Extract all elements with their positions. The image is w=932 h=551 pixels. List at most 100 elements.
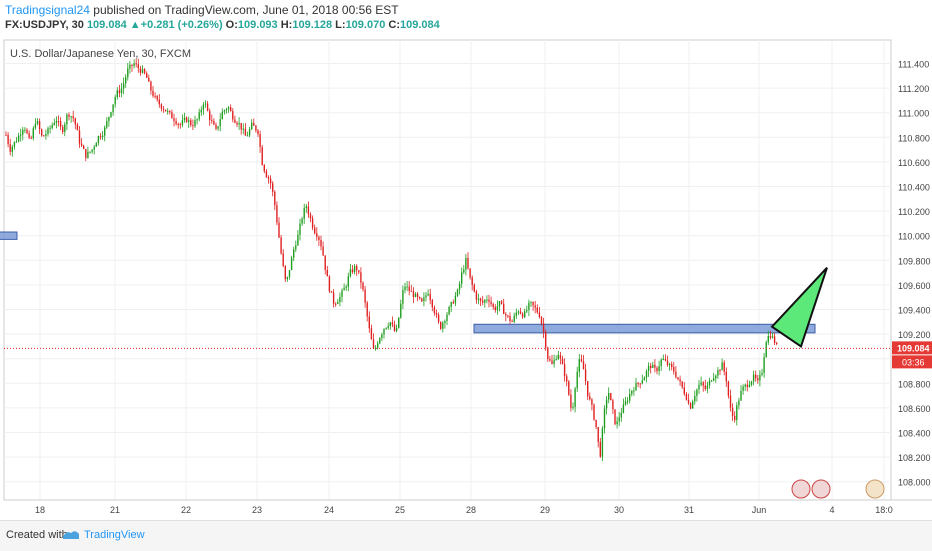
countdown-label: 03:36: [902, 357, 925, 367]
x-tick-label: 23: [252, 505, 262, 515]
candle-body: [444, 320, 446, 323]
candle-body: [435, 313, 438, 315]
candle-body: [34, 123, 37, 129]
tradingview-brand-link[interactable]: TradingView: [84, 529, 145, 541]
candle-body: [561, 358, 564, 365]
x-tick-label: 4: [829, 505, 834, 515]
us-flag-event-icon[interactable]: [791, 479, 811, 499]
candle-body: [97, 136, 100, 144]
candle-body: [593, 404, 595, 420]
candle-body: [299, 223, 301, 235]
price-chart[interactable]: U.S. Dollar/Japanese Yen, 30, FXCM 111.4…: [0, 36, 932, 520]
plot-area[interactable]: [3, 39, 892, 501]
candle-body: [349, 269, 352, 277]
candle-body: [626, 400, 629, 402]
candle-body: [542, 323, 545, 333]
candle-body: [654, 364, 656, 368]
candle-body: [496, 306, 499, 311]
candle-body: [734, 416, 736, 420]
current-price-label: 109.084: [897, 343, 930, 353]
candle-body: [341, 290, 343, 297]
ohlc-line: FX:USDJPY, 30 109.084 ▲+0.281 (+0.26%) O…: [5, 19, 440, 31]
candle-body: [601, 428, 604, 457]
high-value: 109.128: [292, 19, 333, 31]
open-value: 109.093: [237, 19, 278, 31]
candle-body: [353, 266, 356, 273]
flag-event-icon[interactable]: [865, 479, 885, 499]
candle-body: [492, 304, 494, 308]
candle-body: [328, 276, 331, 292]
candle-body: [633, 390, 635, 392]
chart-header: Tradingsignal24 published on TradingView…: [0, 0, 932, 36]
candle-body: [759, 374, 761, 381]
y-tick-label: 109.600: [898, 281, 931, 291]
y-tick-label: 110.000: [898, 232, 930, 242]
candle-body: [675, 371, 677, 378]
candle-body: [43, 135, 45, 137]
candle-body: [437, 314, 440, 323]
candle-body: [217, 126, 219, 129]
candle-body: [557, 354, 559, 360]
candle-body: [517, 311, 520, 313]
candle-body: [549, 359, 551, 361]
candle-body: [612, 400, 614, 410]
candle-body: [771, 336, 774, 338]
candle-body: [162, 108, 165, 110]
candle-body: [673, 367, 675, 372]
candle-body: [629, 393, 631, 401]
candle-body: [358, 270, 360, 273]
candle-body: [618, 417, 620, 422]
candle-body: [253, 122, 255, 126]
candle-body: [521, 313, 524, 318]
y-tick-label: 109.800: [898, 256, 931, 266]
candle-body: [425, 295, 427, 298]
candle-body: [713, 378, 715, 381]
candle-body: [118, 90, 121, 94]
candle-body: [572, 407, 574, 409]
candle-body: [76, 124, 79, 131]
candle-body: [307, 206, 310, 215]
candle-body: [11, 146, 13, 152]
candle-body: [213, 120, 215, 125]
candle-body: [57, 121, 60, 123]
chart-title: U.S. Dollar/Japanese Yen, 30, FXCM: [10, 48, 191, 60]
price-axis[interactable]: [891, 40, 932, 500]
candle-body: [269, 178, 272, 184]
candle-body: [553, 359, 555, 364]
candle-body: [647, 365, 650, 371]
candle-body: [761, 372, 763, 375]
tradingview-logo-icon[interactable]: [62, 528, 80, 542]
candle-body: [515, 312, 517, 316]
candle-body: [66, 114, 68, 125]
candle-body: [225, 109, 228, 111]
candle-body: [272, 183, 274, 192]
candle-body: [62, 126, 64, 132]
x-tick-label: 24: [324, 505, 334, 515]
candle-body: [650, 365, 652, 368]
candle-body: [662, 359, 664, 361]
candle-body: [244, 128, 247, 136]
candle-body: [570, 394, 572, 408]
candle-body: [330, 291, 333, 293]
price-zone-rectangle[interactable]: [0, 231, 18, 240]
candle-body: [68, 114, 70, 117]
candle-body: [377, 343, 379, 348]
candle-body: [339, 296, 341, 302]
created-with-label: Created with: [6, 529, 68, 541]
candle-body: [316, 233, 318, 237]
economic-events[interactable]: [791, 479, 885, 499]
price-zone-rectangle[interactable]: [473, 323, 816, 334]
y-tick-label: 109.400: [898, 306, 931, 316]
candle-body: [641, 380, 643, 384]
us-flag-event-icon-2[interactable]: [811, 479, 831, 499]
candle-body: [490, 301, 492, 305]
candle-body: [248, 129, 251, 136]
candle-body: [524, 311, 526, 318]
author-link[interactable]: Tradingsignal24: [5, 3, 90, 17]
candle-body: [154, 95, 156, 97]
triangle-drawing[interactable]: [770, 266, 828, 348]
candle-body: [55, 121, 58, 124]
candle-body: [507, 315, 509, 317]
candle-body: [463, 269, 465, 273]
candle-body: [645, 370, 648, 378]
